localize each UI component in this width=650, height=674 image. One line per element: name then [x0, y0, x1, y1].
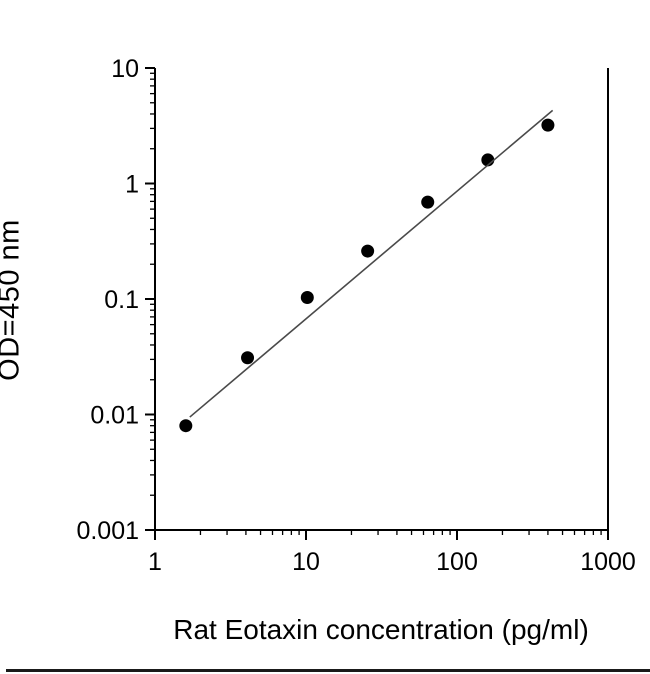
data-point — [300, 291, 314, 305]
bottom-border-line — [6, 669, 650, 672]
data-point — [241, 351, 255, 365]
data-point — [541, 118, 555, 132]
data-point — [361, 244, 375, 258]
x-tick-label: 100 — [436, 548, 478, 576]
y-tick-label: 10 — [111, 55, 139, 83]
x-tick-label: 10 — [292, 548, 320, 576]
x-tick-label: 1 — [148, 548, 162, 576]
data-point — [179, 419, 193, 433]
regression-fit-line — [189, 109, 554, 418]
y-tick-label: 1 — [125, 171, 139, 199]
y-tick-label: 0.01 — [90, 402, 139, 430]
y-tick-label: 0.001 — [76, 517, 139, 545]
x-tick-label: 1000 — [580, 548, 636, 576]
y-tick-label: 0.1 — [104, 286, 139, 314]
data-point — [421, 195, 435, 209]
y-axis-title: OD=450 nm — [0, 219, 26, 381]
x-axis-title: Rat Eotaxin concentration (pg/ml) — [173, 614, 589, 645]
